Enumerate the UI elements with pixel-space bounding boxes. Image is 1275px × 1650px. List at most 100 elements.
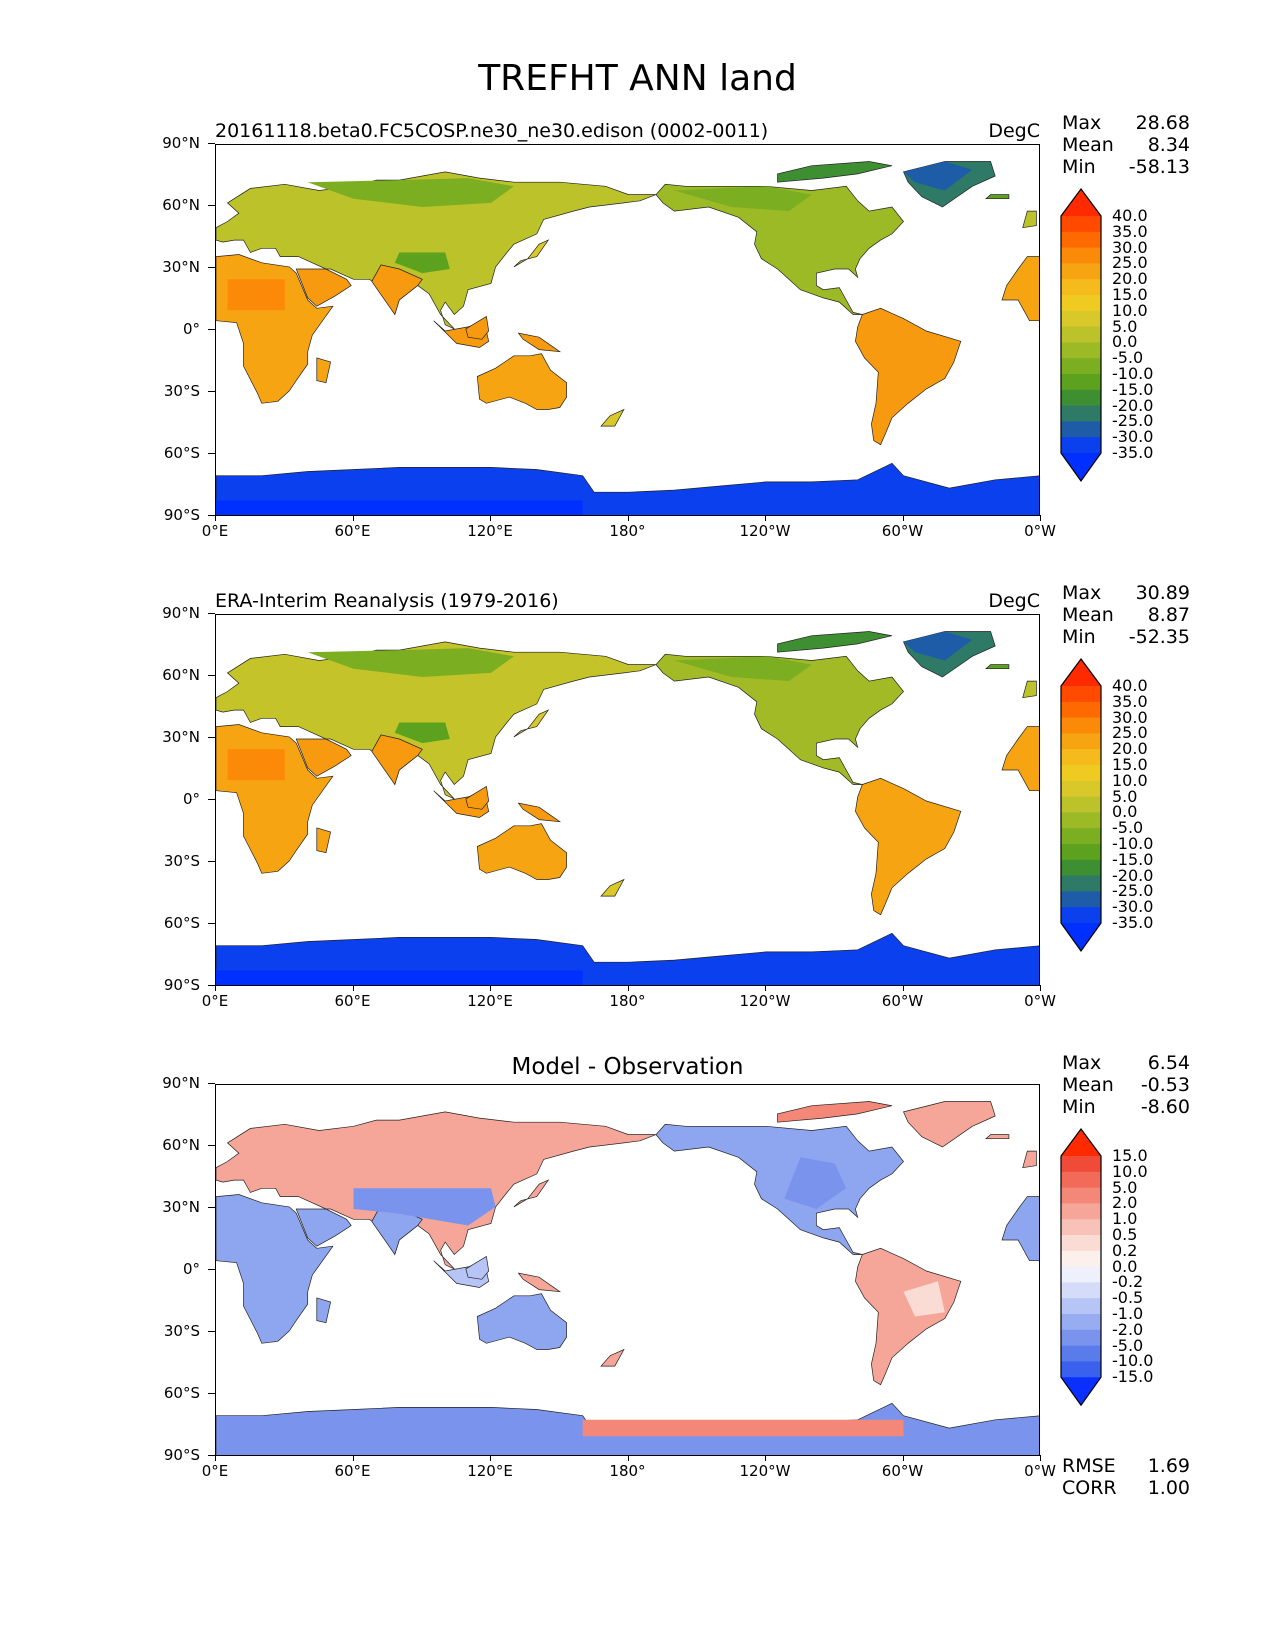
landmass-greenland <box>903 1101 996 1148</box>
landmass-madagascar <box>316 1297 332 1324</box>
colorbar-tick-label: -0.5 <box>1112 1288 1144 1308</box>
colorbar-swatch <box>1061 310 1101 328</box>
map-plot <box>215 1084 1040 1456</box>
colorbar-swatch <box>1061 1282 1101 1299</box>
stat-label: RMSE <box>1062 1455 1116 1477</box>
colorbar-tick-label: 0.5 <box>1112 1225 1138 1244</box>
landmass-australia <box>476 1293 567 1350</box>
siberia-cold-region <box>307 178 514 207</box>
stat-value: 1.69 <box>1147 1455 1190 1477</box>
lat-tick-label: 30°S <box>140 852 215 870</box>
landmass-borneo <box>465 785 490 810</box>
panel-diff: Model - Observation Max 6.54 Mean -0.53 Mi… <box>0 1052 1275 1520</box>
landmass-arabia <box>295 738 352 777</box>
lat-tick-label: 60°S <box>140 914 215 932</box>
lat-tick-label: 30°N <box>140 1198 215 1216</box>
colorbar-swatch <box>1061 1361 1101 1378</box>
colorbar-tick-label: 0.0 <box>1112 332 1138 352</box>
stat-label: Min <box>1062 626 1096 648</box>
lon-tick-label: 60°E <box>318 515 388 540</box>
colorbar-swatch <box>1061 1298 1101 1315</box>
colorbar-canvas <box>1060 1128 1102 1407</box>
colorbar-swatch <box>1061 923 1101 951</box>
lat-tick-label: 60°N <box>140 196 215 214</box>
colorbar-outline <box>1060 658 1102 953</box>
antarctic-warm-bias <box>582 1419 904 1437</box>
stat-label: Mean <box>1062 604 1114 626</box>
lon-tick-label: 60°W <box>868 985 938 1010</box>
lon-tick-label: 120°E <box>455 515 525 540</box>
colorbar-tick-label: 10.0 <box>1112 300 1148 320</box>
map-canvas <box>216 1101 1039 1455</box>
colorbar-tick-label: -25.0 <box>1112 411 1154 431</box>
colorbar-outline <box>1060 188 1102 483</box>
lon-tick-label: 0°E <box>180 515 250 540</box>
colorbar-tick-label: -10.0 <box>1112 364 1154 383</box>
lon-tick-label: 60°W <box>868 1455 938 1480</box>
colorbar-swatch <box>1061 907 1101 924</box>
colorbar-swatch <box>1061 374 1101 391</box>
lon-tick-label: 120°W <box>730 985 800 1010</box>
colorbar-outline <box>1060 1128 1102 1407</box>
lon-tick-label: 120°W <box>730 515 800 540</box>
colorbar-tick-label: 30.0 <box>1112 237 1148 257</box>
landmass-africaW <box>1001 1196 1039 1262</box>
colorbar-tick-label: 30.0 <box>1112 707 1148 727</box>
sahara-warm-region <box>227 279 285 311</box>
stats-box: Max 30.89 Mean 8.87 Min -52.35 <box>1062 582 1190 648</box>
colorbar-swatch <box>1061 812 1101 829</box>
stat-value: 28.68 <box>1135 112 1190 134</box>
landmass-madagascar <box>316 357 332 384</box>
colorbar-swatch <box>1061 1345 1101 1362</box>
landmass-newguinea <box>517 332 562 353</box>
map-canvas <box>216 161 1039 515</box>
lat-tick-label: 30°N <box>140 258 215 276</box>
colorbar-tick-label: 10.0 <box>1112 1161 1148 1181</box>
stat-label: Max <box>1062 1052 1102 1074</box>
colorbar-tick-label: -35.0 <box>1112 443 1154 462</box>
colorbar-swatch <box>1061 796 1101 813</box>
colorbar-swatch <box>1061 1329 1101 1347</box>
lat-tick-label: 90°N <box>140 1074 215 1092</box>
lon-tick-label: 0°W <box>1005 985 1075 1010</box>
stat-value: 1.00 <box>1147 1477 1190 1499</box>
lat-tick-label: 90°S <box>140 506 215 524</box>
stat-value: 8.87 <box>1147 604 1190 626</box>
lon-tick-label: 0°W <box>1005 515 1075 540</box>
landmass-uk <box>1022 1150 1037 1169</box>
lon-tick-label: 0°W <box>1005 1455 1075 1480</box>
lon-tick-label: 60°W <box>868 515 938 540</box>
colorbar-swatch <box>1061 231 1101 249</box>
antarctic-plateau <box>216 500 583 515</box>
landmass-uk <box>1022 680 1037 699</box>
colorbar-swatch <box>1061 733 1101 750</box>
colorbar-swatch <box>1061 326 1101 343</box>
stat-value: 6.54 <box>1147 1052 1190 1074</box>
colorbar-tick-label: -5.0 <box>1112 1335 1144 1355</box>
colorbar-swatch <box>1061 247 1101 264</box>
colorbar-tick-label: 10.0 <box>1112 770 1148 790</box>
colorbar-swatch <box>1061 295 1101 312</box>
colorbar-swatch <box>1061 780 1101 798</box>
colorbar-swatch <box>1061 844 1101 861</box>
colorbar-swatch <box>1061 1203 1101 1220</box>
colorbar-swatch <box>1061 1266 1101 1283</box>
lat-tick-label: 30°N <box>140 728 215 746</box>
lon-tick-label: 120°W <box>730 1455 800 1480</box>
stats-box: Max 6.54 Mean -0.53 Min -8.60 <box>1062 1052 1190 1118</box>
lon-tick-label: 0°E <box>180 985 250 1010</box>
colorbar-swatch <box>1061 358 1101 375</box>
landmass-india <box>371 264 423 316</box>
colorbar-swatch <box>1061 717 1101 734</box>
colorbar-tick-label: 40.0 <box>1112 676 1148 695</box>
map-canvas <box>216 631 1039 985</box>
landmass-iceland <box>985 194 1010 200</box>
colorbar-swatch <box>1061 437 1101 454</box>
colorbar-tick-label: -15.0 <box>1112 849 1154 869</box>
landmass-uk <box>1022 210 1037 229</box>
greenland-interior <box>903 631 973 661</box>
stat-value: -58.13 <box>1128 156 1190 178</box>
colorbar-tick-label: -5.0 <box>1112 348 1144 368</box>
colorbar-swatch <box>1061 1314 1101 1331</box>
lat-tick-label: 60°S <box>140 1384 215 1402</box>
